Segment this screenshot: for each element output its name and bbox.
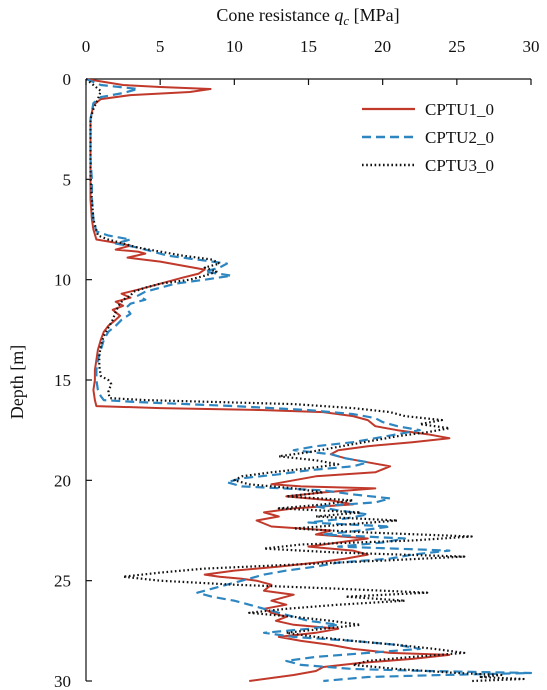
x-axis-title-unit: [MPa] [349, 5, 400, 25]
legend-label: CPTU1_0 [425, 100, 494, 119]
x-tick-label: 30 [523, 37, 540, 56]
x-tick-label: 10 [226, 37, 243, 56]
series-line-cptu1-0 [85, 78, 451, 682]
y-tick-label: 0 [63, 70, 72, 89]
x-tick-label: 20 [374, 37, 391, 56]
x-axis-title: Cone resistance qc [MPa] [216, 5, 399, 28]
axes: 0 5 10 15 20 25 30 0 5 10 15 20 25 30 [54, 37, 540, 690]
y-tick-label: 30 [54, 672, 71, 690]
legend-label: CPTU2_0 [425, 128, 494, 147]
x-tick-label: 5 [156, 37, 165, 56]
x-tick-label: 25 [448, 37, 465, 56]
x-axis-title-subscript: c [343, 13, 349, 28]
legend-label: CPTU3_0 [425, 156, 494, 175]
series-line-cptu2-0 [85, 77, 533, 683]
y-tick-label: 5 [63, 170, 72, 189]
y-tick-label: 25 [54, 572, 71, 591]
x-axis-title-symbol: q [334, 5, 343, 25]
plot-series [85, 77, 533, 683]
x-tick-label: 0 [82, 37, 91, 56]
y-ticks: 0 5 10 15 20 25 30 [54, 70, 92, 690]
y-tick-label: 15 [54, 371, 71, 390]
series-line-cptu3-0 [85, 78, 525, 683]
legend: CPTU1_0 CPTU2_0 CPTU3_0 [362, 100, 494, 175]
y-tick-label: 20 [54, 471, 71, 490]
y-axis-title: Depth [m] [7, 345, 27, 419]
y-tick-label: 10 [54, 271, 71, 290]
x-tick-label: 15 [300, 37, 317, 56]
x-ticks: 0 5 10 15 20 25 30 [82, 37, 540, 85]
